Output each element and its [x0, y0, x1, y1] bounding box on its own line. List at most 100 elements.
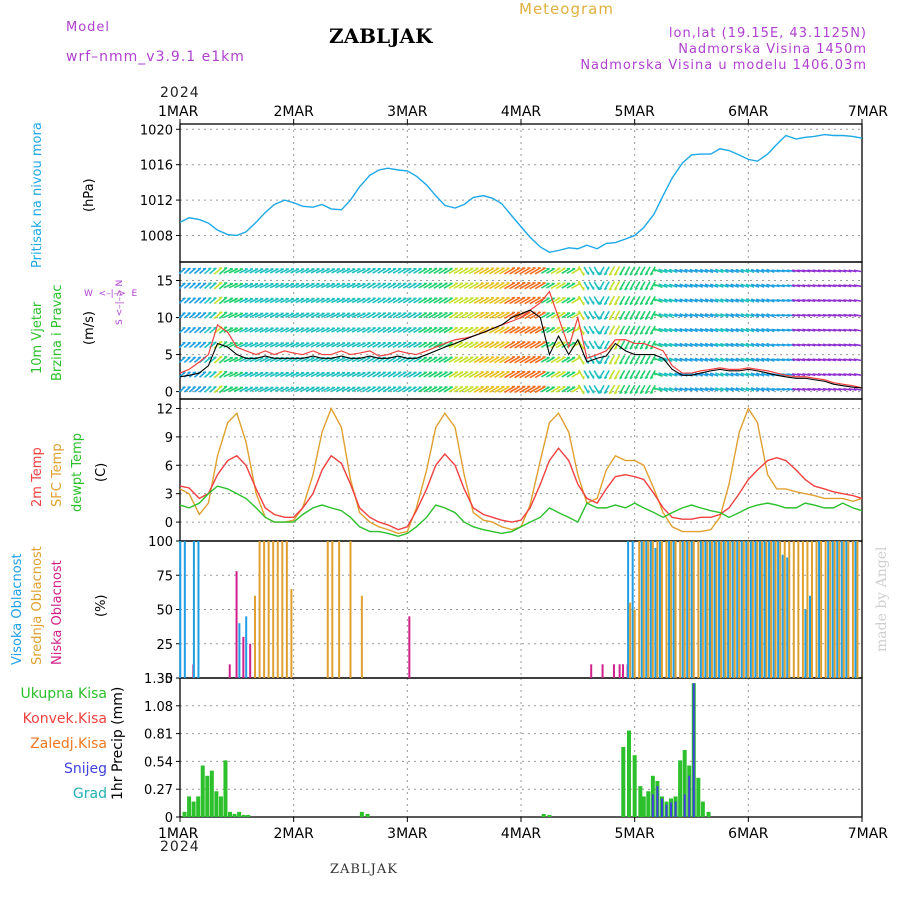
wind-barb-head [197, 386, 201, 388]
wind-barb [443, 371, 453, 378]
wind-barb [244, 386, 254, 393]
wind-barb [331, 342, 341, 348]
wind-barb [183, 282, 192, 289]
wind-barb [203, 385, 212, 393]
wind-barb [203, 297, 212, 304]
precip-snow-bar [660, 798, 663, 817]
wind-barb-head [192, 356, 196, 359]
wind-barb-head [730, 372, 734, 376]
wind-barb [259, 327, 269, 333]
wind-barb-head [786, 299, 790, 303]
wind-barb [540, 386, 550, 393]
wind-barb [453, 312, 464, 319]
wind-barb [213, 370, 223, 379]
wind-barb-head [843, 269, 847, 273]
wind-barb [361, 386, 371, 393]
wind-barb [326, 268, 336, 274]
wind-barb [387, 386, 397, 393]
wind-barb-head [663, 328, 667, 332]
wind-barb [315, 327, 325, 333]
wind-mean-series-line [179, 309, 863, 389]
x-tick-label-bottom: 5MAR [615, 826, 656, 842]
wind-barb [489, 341, 500, 349]
wind-barb [583, 340, 590, 350]
wind-barb [418, 341, 428, 349]
wind-barb [397, 312, 407, 319]
wind-barb-head [745, 357, 749, 361]
wind-barb [658, 268, 668, 274]
wind-barb [509, 370, 521, 379]
wind-barb-head [609, 391, 613, 395]
wind-barb-head [735, 357, 739, 361]
wind-barb [413, 267, 422, 274]
wind-barb [295, 342, 305, 348]
wind-barb [209, 356, 217, 364]
precip-snow-bar [683, 794, 686, 817]
wind-barb [593, 325, 600, 335]
wind-barb [494, 341, 505, 349]
wind-barb [259, 342, 269, 348]
wind-barb [534, 370, 546, 379]
wind-barb [382, 297, 392, 304]
wind-barb [453, 356, 464, 364]
wind-barb [644, 355, 651, 365]
wind-barb-head [730, 269, 734, 273]
wind-barb [178, 341, 186, 349]
wind-barb-head [197, 326, 201, 329]
panel-frame [179, 123, 863, 263]
wind-barb-head [208, 282, 212, 285]
wind-barb [397, 341, 407, 348]
wind-barb [619, 281, 626, 291]
wind-barb [387, 341, 397, 348]
wind-barb [199, 267, 207, 275]
wind-barb [619, 384, 626, 394]
wind-barb [254, 342, 264, 348]
wind-barb [305, 327, 315, 333]
wind-dir-we: W <–|–> E [84, 289, 138, 299]
wind-barb-head [208, 385, 212, 388]
x-tick-label-top: 7MAR [848, 104, 889, 120]
wind-barb-head [750, 298, 754, 302]
wind-barb [367, 327, 376, 334]
wind-barb [418, 327, 428, 334]
wind-barb [423, 327, 433, 334]
wind-barb [489, 267, 500, 275]
wind-barb [509, 326, 521, 334]
wind-barb [478, 282, 490, 290]
wind-barb-head [668, 283, 672, 287]
wind-barb-head [817, 269, 821, 273]
wind-barb [644, 384, 651, 394]
wind-barb-head [689, 313, 693, 317]
wind-barb-head [624, 391, 628, 395]
wind-barb [653, 268, 663, 274]
wind-barb [649, 370, 656, 380]
wind-barb-head [745, 269, 749, 273]
wind-barb [193, 312, 202, 319]
x-tick-label-bottom: 7MAR [848, 826, 889, 842]
wind-barb [213, 385, 223, 394]
wind-barb-head [776, 388, 780, 392]
wind-barb [524, 267, 536, 275]
wind-barb [218, 370, 228, 379]
wind-barb-head [755, 328, 759, 332]
wind-barb-head [817, 388, 821, 392]
wind-barb [300, 342, 310, 348]
wind-barb [305, 342, 315, 348]
wind-barb [259, 386, 269, 393]
wind-barb [483, 267, 495, 275]
wind-barb [233, 371, 244, 378]
wind-barb [228, 297, 239, 304]
wind-barb-head [679, 298, 683, 302]
year-top: 2024 [160, 85, 200, 101]
wind-barb [249, 312, 259, 318]
wind-barb-head [843, 343, 847, 347]
wind-barb-head [668, 343, 672, 347]
wind-barb [674, 283, 683, 288]
wind-barb-head [629, 376, 633, 380]
wind-barb-head [674, 343, 678, 347]
wind-barb-head [796, 299, 801, 303]
wind-barb [458, 282, 469, 290]
wind-barb-head [639, 376, 644, 380]
wind-barb [183, 312, 192, 319]
wind-barb [519, 296, 531, 305]
